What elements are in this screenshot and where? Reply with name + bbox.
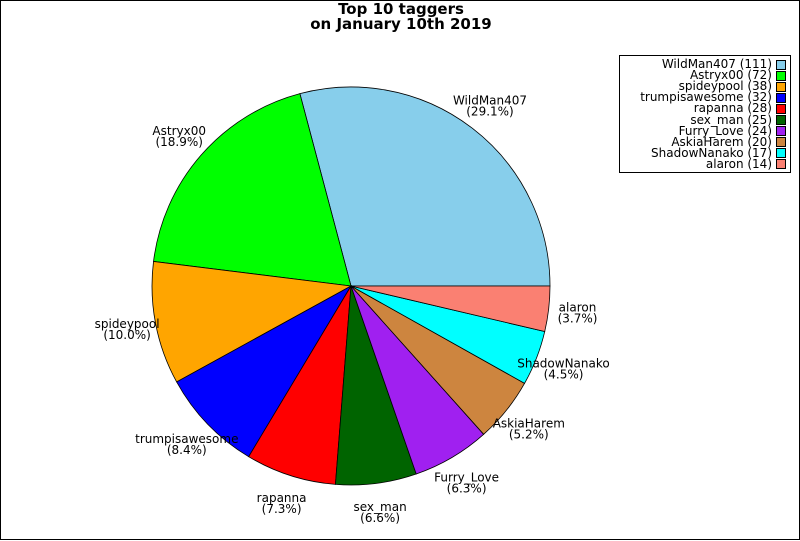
slice-label-name: Astryx00 (152, 124, 206, 138)
slice-label: Astryx00 (18.9%) (152, 124, 206, 149)
slice-label-name: WildMan407 (453, 93, 527, 107)
legend-item: Astryx00 (72) (620, 68, 786, 83)
slice-label-percent: (18.9%) (155, 135, 202, 149)
slice-label: ShadowNanako (4.5%) (517, 357, 610, 382)
slice-label: trumpisawesome (8.4%) (135, 432, 238, 457)
legend-swatch (776, 59, 786, 70)
legend-label: sex_man (25) (690, 112, 772, 127)
legend-item: rapanna (28) (620, 101, 786, 116)
legend-item: sex_man (25) (620, 112, 786, 127)
legend-label: WildMan407 (111) (661, 57, 772, 72)
slice-label: AskiaHarem (5.2%) (493, 417, 565, 442)
legend-item: ShadowNanako (17) (620, 145, 786, 160)
legend-item: spideypool (38) (620, 79, 786, 94)
chart-title: Top 10 taggers on January 10th 2019 (1, 2, 800, 32)
legend-item: alaron (14) (620, 156, 786, 171)
legend-item: trumpisawesome (32) (620, 90, 786, 105)
slice-label-name: AskiaHarem (493, 417, 565, 431)
slice-label-percent: (3.7%) (558, 311, 598, 325)
slice-label-percent: (4.5%) (544, 368, 584, 382)
legend-swatch (776, 115, 786, 126)
slice-label-percent: (10.0%) (103, 328, 150, 342)
slice-label: sex_man (6.6%) (354, 500, 407, 525)
slice-label-percent: (6.3%) (447, 482, 487, 496)
legend-label: spideypool (38) (678, 79, 772, 94)
slice-label: alaron (3.7%) (558, 300, 598, 325)
pie-slice-alaron (350, 285, 551, 333)
legend-swatch (776, 81, 786, 92)
slice-label-percent: (8.4%) (167, 443, 207, 457)
slice-label-percent: (29.1%) (466, 104, 513, 118)
legend-item: AskiaHarem (20) (620, 134, 786, 149)
slice-label: rapanna (7.3%) (257, 491, 307, 516)
legend-label: Furry_Love (24) (678, 123, 772, 138)
legend-item: Furry_Love (24) (620, 123, 786, 138)
slice-label-name: rapanna (257, 491, 307, 505)
pie-slice-trumpisawesome (176, 284, 353, 458)
legend-swatch (776, 70, 786, 81)
pie-slice-astryx00 (153, 93, 352, 287)
legend-swatch (776, 148, 786, 159)
slice-label: spideypool (10.0%) (95, 317, 160, 342)
slice-label-name: spideypool (95, 317, 160, 331)
slice-label: WildMan407 (29.1%) (453, 93, 527, 118)
legend-swatch (776, 92, 786, 103)
slice-label-percent: (6.6%) (360, 511, 400, 525)
legend-swatch (776, 137, 786, 148)
slice-label-percent: (7.3%) (262, 502, 302, 516)
legend-swatch (776, 103, 786, 114)
legend-label: trumpisawesome (32) (640, 90, 772, 105)
legend-label: rapanna (28) (693, 101, 772, 116)
legend-label: AskiaHarem (20) (671, 134, 772, 149)
slice-label-name: ShadowNanako (517, 357, 610, 371)
chart-subtitle-line: on January 10th 2019 (310, 15, 492, 33)
legend-item: WildMan407 (111) (620, 57, 786, 72)
legend-label: Astryx00 (72) (689, 68, 772, 83)
pie-slices (151, 86, 551, 486)
legend-swatch (776, 159, 786, 170)
pie-slice-spideypool (151, 261, 353, 383)
slice-label-percent: (5.2%) (509, 428, 549, 442)
slice-label-name: alaron (559, 300, 597, 314)
pie-slice-wildman407 (299, 86, 551, 287)
legend-swatch (776, 126, 786, 137)
slice-label-name: Furry_Love (434, 471, 499, 485)
legend-label: ShadowNanako (17) (651, 145, 772, 160)
slice-label-name: trumpisawesome (135, 432, 238, 446)
chart-legend: WildMan407 (111) Astryx00 (72) spideypool … (619, 55, 791, 173)
chart-title-line: Top 10 taggers (338, 0, 464, 18)
slice-label: Furry_Love (6.3%) (434, 471, 499, 496)
pie-labels: WildMan407 (29.1%) Astryx00 (18.9%) spideypo… (95, 93, 610, 525)
slice-label-name: sex_man (354, 500, 407, 514)
legend-label: alaron (14) (705, 156, 772, 171)
